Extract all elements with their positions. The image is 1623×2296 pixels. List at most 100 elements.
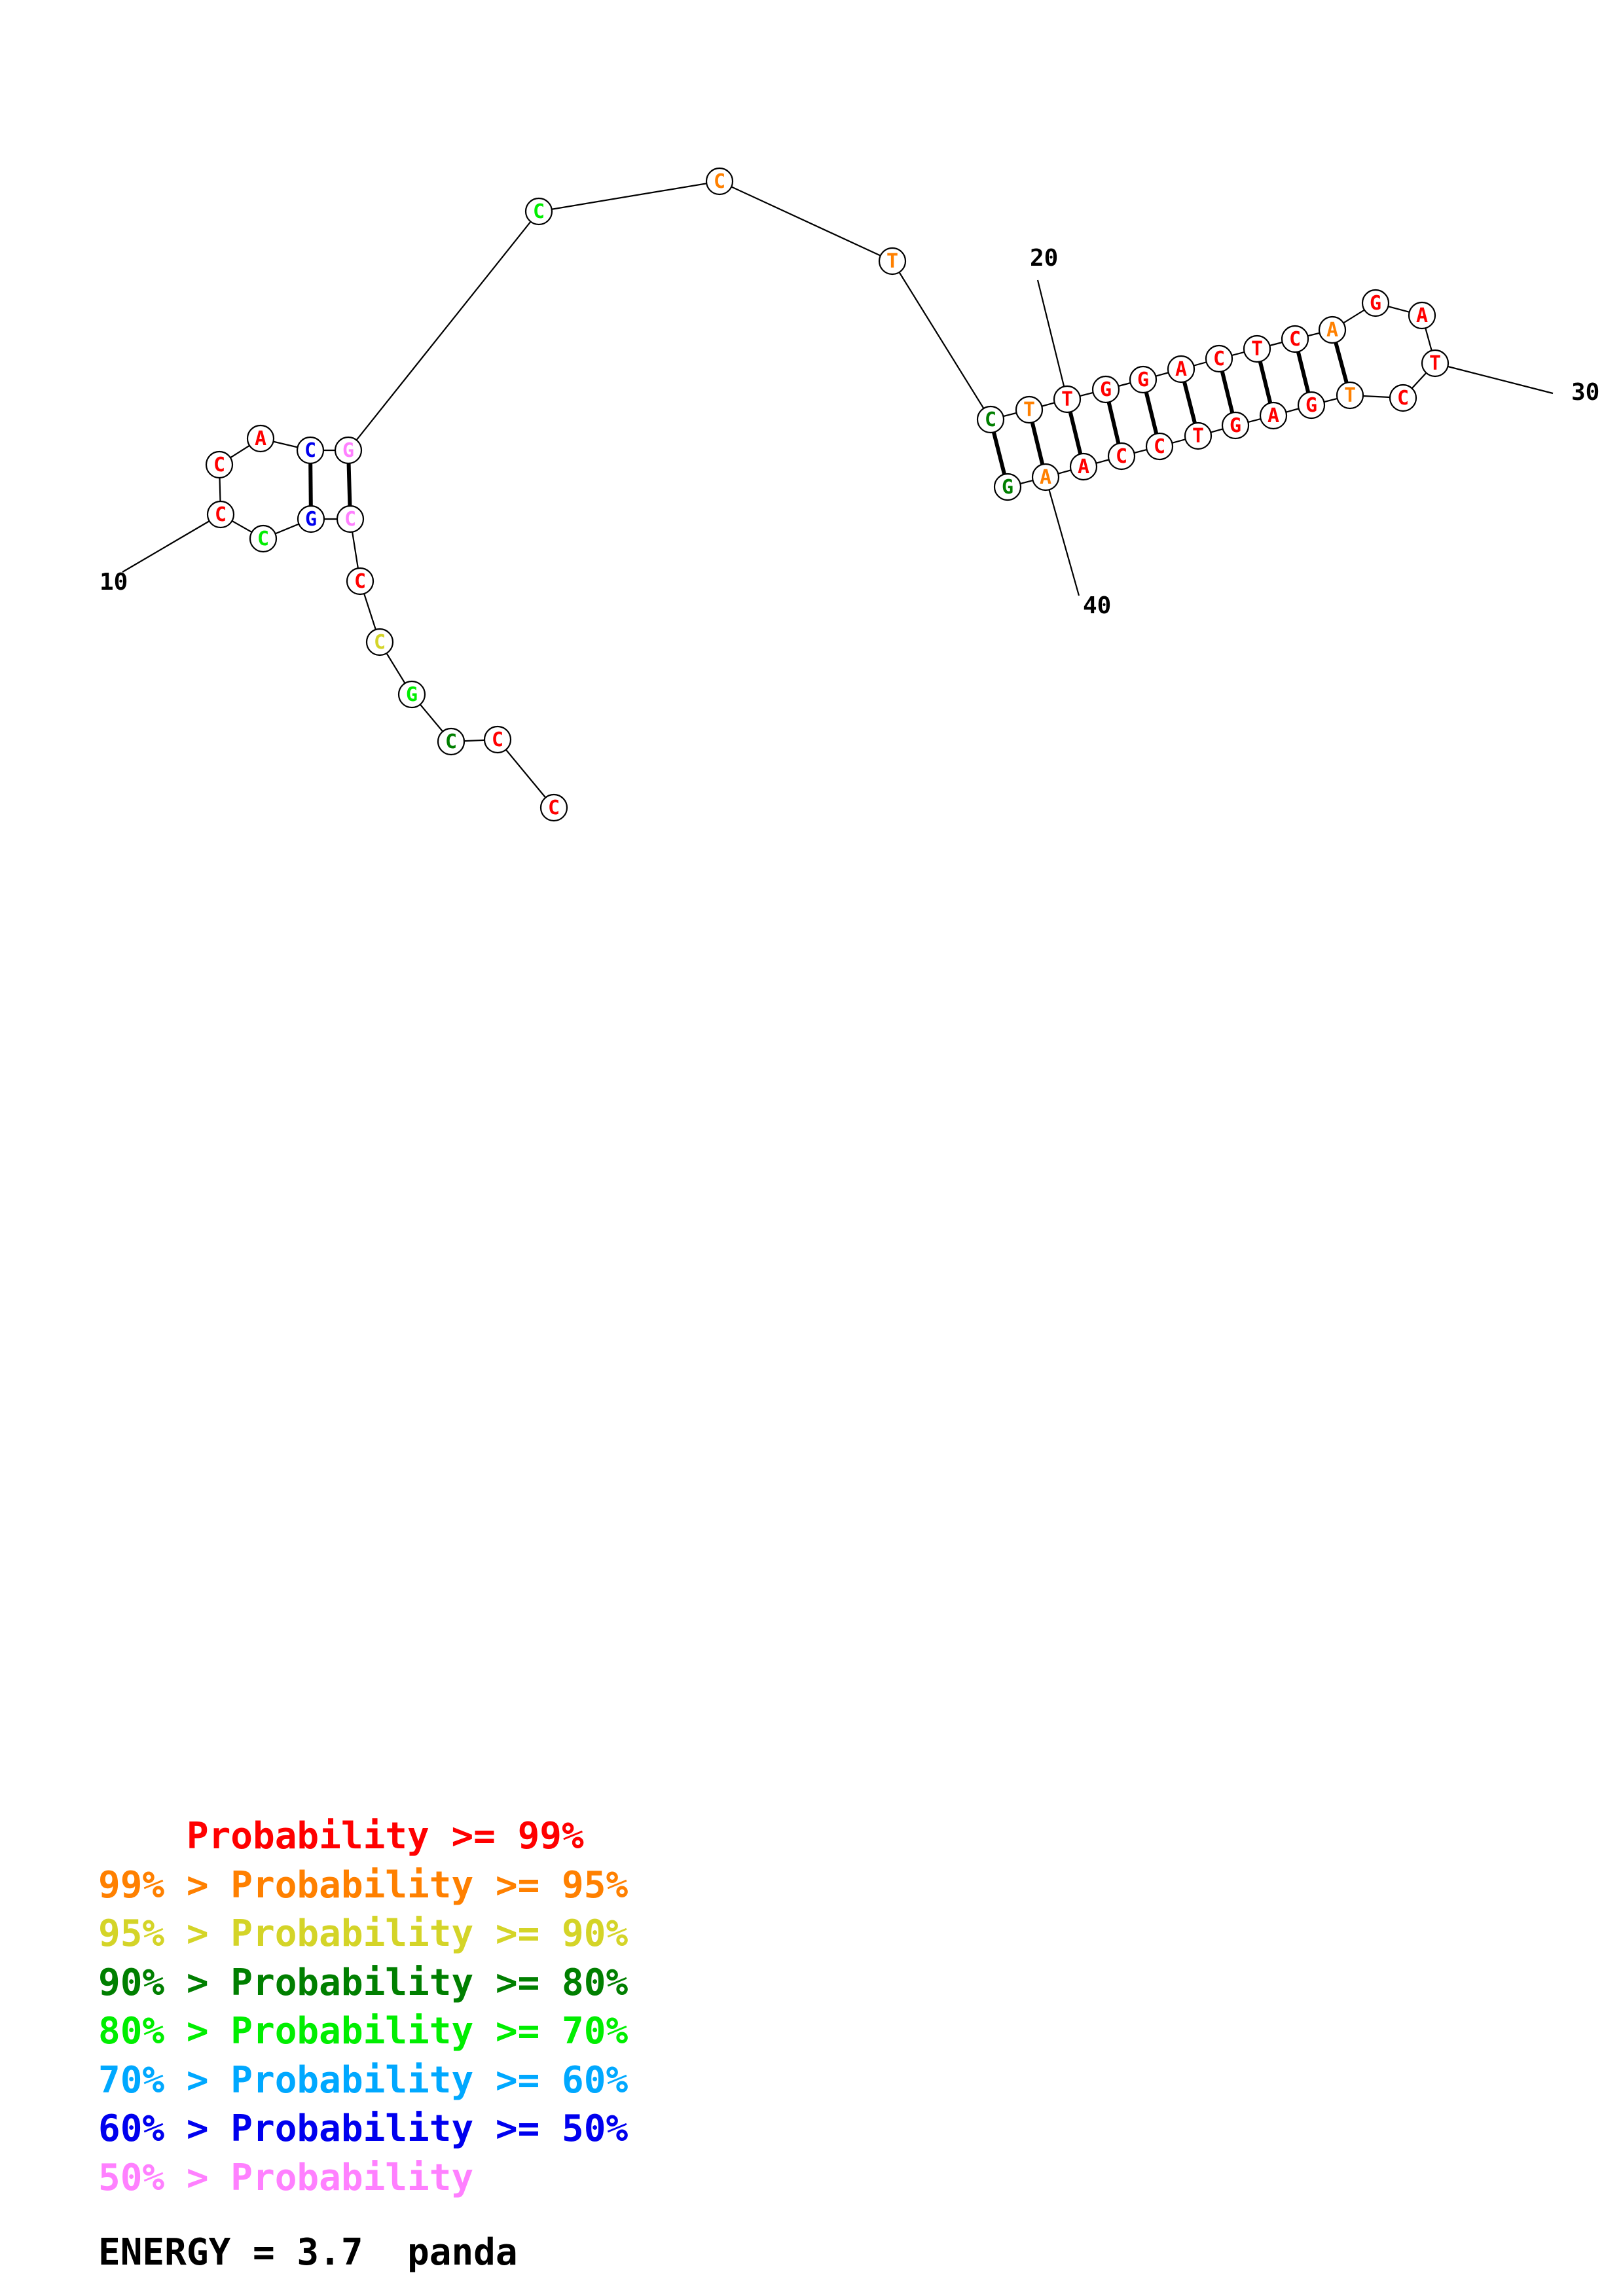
nucleotide-circle — [365, 628, 394, 656]
nucleotide-circle — [705, 167, 734, 196]
nucleotide-3: C — [437, 727, 465, 756]
nucleotide-32: T — [1336, 381, 1364, 410]
nucleotide-39: A — [1069, 452, 1098, 481]
nucleotide-base: C — [1397, 387, 1409, 410]
energy-label: ENERGY = 3.7 panda — [98, 2231, 518, 2274]
nucleotide-circle — [336, 505, 365, 533]
nucleotide-5: C — [365, 628, 394, 656]
position-tick-10 — [122, 514, 221, 573]
nucleotide-base: C — [304, 439, 316, 462]
nucleotide-base: G — [342, 439, 354, 462]
nucleotide-circle — [993, 473, 1022, 501]
legend-line-p70: 80% > Probability >= 70% — [98, 2010, 629, 2053]
nucleotide-base: C — [215, 503, 227, 526]
nucleotide-circle — [1259, 401, 1288, 430]
nucleotide-25: T — [1243, 334, 1271, 363]
position-tick-30 — [1434, 362, 1554, 395]
nucleotide-41: G — [993, 473, 1022, 501]
nucleotide-circle — [1336, 381, 1364, 410]
nucleotide-circle — [1408, 301, 1436, 330]
nucleotide-base: C — [213, 454, 225, 476]
nucleotide-29: A — [1408, 301, 1436, 330]
nucleotide-circle — [297, 505, 325, 533]
nucleotide-circle — [206, 500, 235, 529]
nucleotide-base: G — [1002, 476, 1013, 499]
nucleotide-base: C — [492, 728, 503, 751]
nucleotide-34: A — [1259, 401, 1288, 430]
nucleotide-base: A — [1267, 404, 1279, 427]
nucleotide-base: A — [255, 427, 266, 450]
position-label-40: 40 — [1083, 592, 1111, 619]
nucleotide-circle — [205, 450, 234, 479]
nucleotide-8: G — [297, 505, 325, 533]
nucleotide-circle — [483, 725, 512, 754]
nucleotide-6: C — [346, 567, 374, 596]
nucleotide-37: C — [1145, 432, 1174, 461]
nucleotide-circle — [397, 680, 426, 709]
nucleotide-base: G — [1305, 394, 1317, 417]
legend-line-p50: 60% > Probability >= 50% — [98, 2108, 629, 2150]
nucleotide-15: C — [524, 197, 553, 226]
nucleotide-circle — [1281, 325, 1309, 353]
nucleotide-circle — [346, 567, 374, 596]
nucleotide-circle — [1221, 411, 1250, 440]
position-label-30: 30 — [1571, 379, 1599, 406]
nucleotide-circle — [1297, 391, 1326, 420]
legend-line-p60: 70% > Probability >= 60% — [98, 2058, 629, 2102]
legend-line-p90: 95% > Probability >= 90% — [98, 1912, 629, 1955]
nucleotide-circle — [1205, 344, 1233, 373]
position-label-10: 10 — [100, 569, 128, 596]
nucleotide-9: C — [249, 524, 278, 553]
nucleotide-circle — [524, 197, 553, 226]
nucleotide-28: G — [1361, 289, 1390, 317]
nucleotide-base: T — [886, 250, 898, 273]
nucleotide-base: G — [1100, 378, 1112, 401]
nucleotide-circle — [1421, 349, 1450, 378]
nucleotide-40: A — [1031, 463, 1060, 492]
nucleotide-circle — [1031, 463, 1060, 492]
nucleotide-4: G — [397, 680, 426, 709]
nucleotide-circle — [1184, 422, 1213, 450]
nucleotide-35: G — [1221, 411, 1250, 440]
nucleotide-circle — [1389, 384, 1417, 412]
nucleotide-17: T — [878, 247, 907, 276]
nucleotide-circle — [1091, 375, 1120, 404]
nucleotide-base: C — [374, 631, 386, 654]
nucleotide-base: A — [1078, 456, 1089, 478]
nucleotide-22: G — [1129, 365, 1158, 394]
nucleotide-base: C — [985, 408, 996, 431]
nucleotide-circle — [1167, 355, 1195, 384]
position-tick-20 — [1036, 279, 1068, 400]
nucleotide-circle — [976, 405, 1005, 434]
nucleotide-circle — [1145, 432, 1174, 461]
nucleotide-base: T — [1251, 338, 1263, 361]
nucleotide-23: A — [1167, 355, 1195, 384]
nucleotide-circle — [1361, 289, 1390, 317]
nucleotide-base: G — [305, 508, 317, 531]
legend-line-plow: 50% > Probability — [98, 2156, 474, 2199]
nucleotide-base: G — [1370, 292, 1381, 315]
nucleotide-14: G — [334, 436, 363, 465]
nucleotide-base: A — [1326, 319, 1338, 342]
position-label-20: 20 — [1030, 245, 1058, 272]
nucleotide-circle — [296, 436, 325, 465]
nucleotide-18: C — [976, 405, 1005, 434]
nucleotide-circle — [1243, 334, 1271, 363]
nucleotide-21: G — [1091, 375, 1120, 404]
nucleotide-circle — [1129, 365, 1158, 394]
nucleotide-base: A — [1416, 304, 1428, 327]
nucleotide-circle — [1015, 395, 1044, 424]
nucleotide-31: C — [1389, 384, 1417, 412]
nucleotide-base: T — [1061, 388, 1073, 411]
nucleotide-33: G — [1297, 391, 1326, 420]
nucleotide-base: C — [1213, 348, 1225, 370]
nucleotide-circle — [334, 436, 363, 465]
nucleotide-2: C — [483, 725, 512, 754]
nucleotide-circle — [246, 424, 275, 453]
nucleotide-base: C — [548, 797, 560, 819]
nucleotide-13: C — [296, 436, 325, 465]
nucleotide-base: T — [1192, 425, 1204, 448]
nucleotide-base: G — [1230, 414, 1241, 437]
nucleotide-10: C — [206, 500, 235, 529]
